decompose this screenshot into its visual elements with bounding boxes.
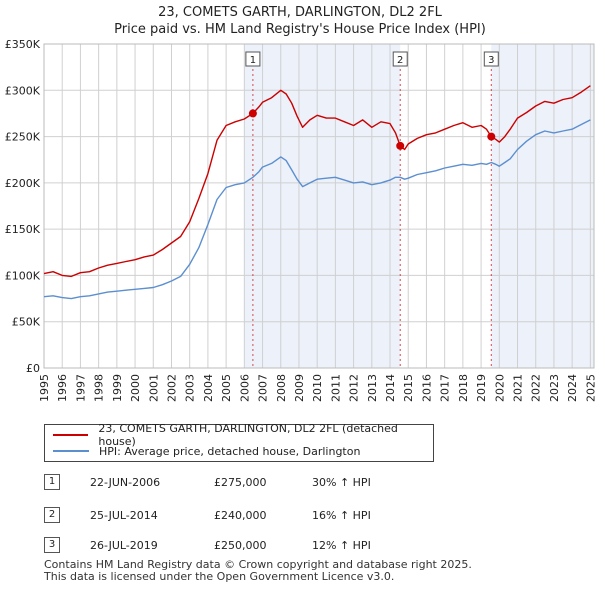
transaction-label: 2: [397, 55, 403, 66]
transaction-label: 3: [488, 55, 494, 66]
transaction-date: 25-JUL-2014: [90, 509, 158, 522]
x-tick-label: 2006: [238, 374, 251, 402]
x-tick-label: 2009: [293, 374, 306, 402]
footer: Contains HM Land Registry data © Crown c…: [44, 559, 472, 583]
transaction-price: £275,000: [214, 476, 267, 489]
x-tick-label: 1996: [56, 374, 69, 402]
x-tick-label: 2008: [275, 374, 288, 402]
x-tick-label: 2000: [129, 374, 142, 402]
legend-swatch-price-paid: [53, 434, 89, 436]
x-tick-label: 2022: [530, 374, 543, 402]
shaded-period: [244, 44, 401, 368]
legend-label-price-paid: 23, COMETS GARTH, DARLINGTON, DL2 2FL (d…: [98, 422, 398, 448]
transaction-label: 1: [250, 55, 256, 66]
chart-title: 23, COMETS GARTH, DARLINGTON, DL2 2FL Pr…: [0, 4, 600, 38]
y-tick-label: £300K: [5, 84, 41, 97]
y-tick-label: £350K: [5, 38, 41, 51]
legend-swatch-hpi: [53, 450, 89, 452]
series-line-price-paid: [43, 85, 591, 278]
x-tick-label: 2018: [457, 374, 470, 402]
transaction-date: 26-JUL-2019: [90, 539, 158, 552]
chart-subtitle-text: Price paid vs. HM Land Registry's House …: [114, 22, 486, 37]
x-tick-label: 2011: [329, 374, 342, 402]
x-tick-label: 2014: [384, 374, 397, 402]
series-line-hpi: [43, 119, 591, 300]
legend-label-hpi: HPI: Average price, detached house, Darl…: [99, 444, 361, 458]
x-tick-label: 2013: [366, 374, 379, 402]
y-tick-label: £200K: [5, 177, 41, 190]
transaction-label-box: [483, 51, 499, 67]
transaction-point: [396, 141, 405, 150]
legend-entry-price-paid: 23, COMETS GARTH, DARLINGTON, DL2 2FL (d…: [53, 422, 433, 448]
x-tick-label: 1995: [38, 374, 51, 402]
transaction-date: 22-JUN-2006: [90, 476, 161, 489]
y-tick-label: £50K: [12, 316, 41, 329]
footer-copyright: Contains HM Land Registry data © Crown c…: [44, 558, 472, 571]
transaction-hpi: 16% ↑ HPI: [312, 509, 371, 522]
shaded-period: [491, 44, 594, 368]
x-tick-label: 2025: [584, 374, 597, 402]
transaction-number: 2: [44, 507, 60, 523]
transaction-number: 3: [44, 537, 60, 553]
x-tick-label: 2002: [165, 374, 178, 402]
transaction-row: 2 25-JUL-2014 £240,000 16% ↑ HPI: [44, 505, 444, 525]
x-tick-label: 1999: [111, 374, 124, 402]
x-tick-label: 2001: [147, 374, 160, 402]
x-tick-label: 1997: [74, 374, 87, 402]
transaction-number: 1: [44, 474, 60, 490]
x-tick-label: 2016: [420, 374, 433, 402]
transaction-hpi: 30% ↑ HPI: [312, 476, 371, 489]
plot-frame: [43, 43, 595, 369]
transaction-point: [487, 132, 496, 141]
x-tick-label: 2020: [493, 374, 506, 402]
legend: 23, COMETS GARTH, DARLINGTON, DL2 2FL (d…: [44, 422, 434, 462]
x-tick-label: 2007: [257, 374, 270, 402]
x-tick-label: 1998: [93, 374, 106, 402]
x-tick-label: 2021: [512, 374, 525, 402]
x-tick-label: 2012: [348, 374, 361, 402]
price-chart: £0 £50K £100K £150K £200K £250K £300K £350K 1995…: [5, 38, 598, 402]
transaction-row: 1 22-JUN-2006 £275,000 30% ↑ HPI: [44, 472, 444, 492]
transaction-row: 3 26-JUL-2019 £250,000 12% ↑ HPI: [44, 535, 444, 555]
y-tick-label: £250K: [5, 131, 41, 144]
transaction-price: £250,000: [214, 539, 267, 552]
x-tick-label: 2004: [202, 374, 215, 402]
x-tick-label: 2015: [402, 374, 415, 402]
transaction-price: £240,000: [214, 509, 267, 522]
transaction-point: [248, 109, 257, 118]
y-tick-label: £0: [26, 362, 40, 375]
y-tick-label: £150K: [5, 223, 41, 236]
footer-licence: This data is licensed under the Open Gov…: [44, 570, 395, 583]
x-tick-label: 2023: [548, 374, 561, 402]
chart-title-text: 23, COMETS GARTH, DARLINGTON, DL2 2FL: [158, 5, 442, 20]
x-tick-label: 2019: [475, 374, 488, 402]
y-tick-label: £100K: [5, 269, 41, 282]
x-tick-label: 2003: [184, 374, 197, 402]
transaction-hpi: 12% ↑ HPI: [312, 539, 371, 552]
x-tick-label: 2010: [311, 374, 324, 402]
transaction-label-box: [392, 51, 408, 67]
x-tick-label: 2005: [220, 374, 233, 402]
x-tick-label: 2024: [566, 374, 579, 402]
x-tick-label: 2017: [439, 374, 452, 402]
legend-entry-hpi: HPI: Average price, detached house, Darl…: [53, 443, 360, 459]
transaction-label-box: [245, 51, 261, 67]
